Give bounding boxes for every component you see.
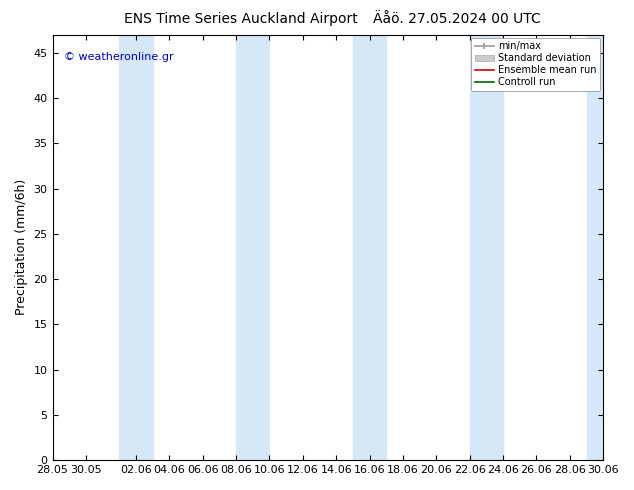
Text: © weatheronline.gr: © weatheronline.gr — [63, 51, 173, 62]
Text: Äåö. 27.05.2024 00 UTC: Äåö. 27.05.2024 00 UTC — [373, 12, 540, 26]
Legend: min/max, Standard deviation, Ensemble mean run, Controll run: min/max, Standard deviation, Ensemble me… — [470, 38, 600, 91]
Bar — [119, 35, 153, 460]
Bar — [353, 35, 386, 460]
Bar — [236, 35, 269, 460]
Bar — [586, 35, 603, 460]
Y-axis label: Precipitation (mm/6h): Precipitation (mm/6h) — [15, 179, 28, 316]
Bar — [470, 35, 503, 460]
Text: ENS Time Series Auckland Airport: ENS Time Series Auckland Airport — [124, 12, 358, 26]
